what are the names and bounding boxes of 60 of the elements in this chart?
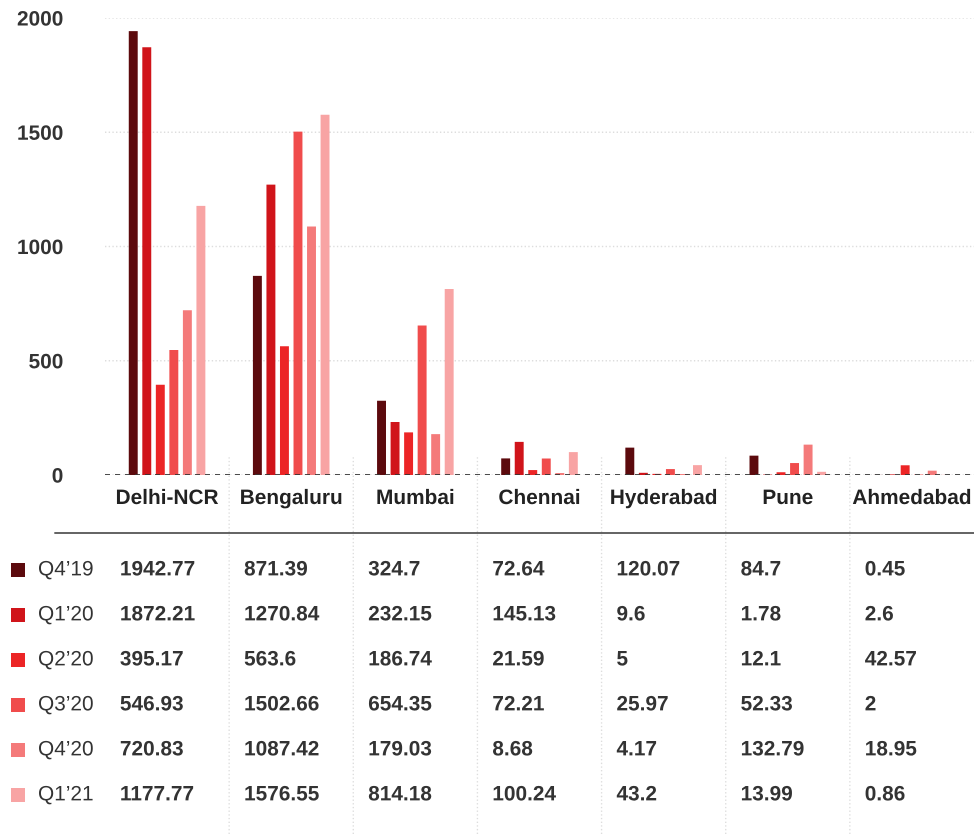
data-label: 120.07 — [618, 560, 680, 576]
data-label: 13.99 — [742, 786, 792, 801]
x-tick-label: Pune — [764, 490, 813, 504]
data-label: 2 — [865, 696, 876, 710]
data-label: 43.2 — [616, 786, 656, 801]
legend-label: Q1’20 — [38, 606, 93, 624]
data-label: 100.24 — [494, 786, 556, 801]
data-label: 72.64 — [493, 560, 544, 576]
data-label: 179.03 — [369, 740, 432, 756]
x-tick-label: Bengaluru — [241, 488, 342, 508]
y-tick-label: 1500 — [18, 125, 62, 140]
data-label: 546.93 — [120, 696, 183, 711]
data-label: 132.79 — [742, 740, 804, 756]
x-tick-label: Delhi-NCR — [116, 488, 218, 504]
data-label: 52.33 — [741, 696, 792, 711]
legend-label: Q4’19 — [38, 560, 93, 580]
data-label: 1872.21 — [121, 606, 195, 621]
legend-label: Q2’20 — [38, 650, 93, 670]
legend-label: Q1’21 — [38, 786, 93, 804]
data-label: 1087.42 — [245, 740, 319, 756]
data-label: 1576.55 — [245, 786, 319, 801]
data-label: 232.15 — [368, 606, 432, 621]
data-label: 1502.66 — [245, 696, 319, 711]
data-label: 2.6 — [865, 606, 893, 621]
data-label: 1270.84 — [245, 606, 320, 621]
data-label: 9.6 — [617, 606, 645, 621]
data-label: 72.21 — [493, 696, 544, 710]
data-label: 8.68 — [492, 740, 532, 756]
data-label: 1942.77 — [121, 560, 194, 576]
data-label: 720.83 — [120, 740, 183, 756]
legend-label: Q3’20 — [38, 696, 93, 714]
data-label: 871.39 — [244, 560, 307, 576]
data-label: 21.59 — [493, 650, 544, 666]
data-label: 18.95 — [866, 740, 916, 756]
data-label: 395.17 — [120, 650, 183, 666]
data-label: 654.35 — [368, 696, 432, 711]
data-label: 4.17 — [616, 741, 656, 756]
data-label: 563.6 — [244, 650, 296, 666]
y-tick-label: 2000 — [18, 11, 62, 26]
x-tick-label: Chennai — [499, 488, 580, 504]
data-label: 84.7 — [741, 560, 780, 576]
y-tick-label: 500 — [29, 354, 62, 369]
x-tick-label: Ahmedabad — [852, 488, 970, 504]
data-label: 0.86 — [866, 786, 905, 801]
data-label: 814.18 — [368, 786, 432, 801]
legend-label: Q4’20 — [38, 740, 93, 760]
x-tick-label: Hyderabad — [611, 488, 716, 508]
data-label: 25.97 — [617, 696, 668, 711]
data-label: 42.57 — [865, 650, 916, 666]
data-label: 324.7 — [368, 560, 420, 576]
x-tick-label: Mumbai — [377, 488, 454, 504]
y-tick-label: 0 — [52, 468, 62, 483]
data-label: 5 — [617, 651, 628, 666]
data-label: 1.78 — [742, 606, 781, 621]
y-tick-label: 1000 — [18, 240, 62, 254]
data-label: 186.74 — [369, 650, 432, 666]
data-label: 12.1 — [742, 650, 781, 666]
data-label: 1177.77 — [121, 786, 194, 800]
data-label: 0.45 — [866, 560, 905, 576]
data-label: 145.13 — [494, 606, 556, 621]
